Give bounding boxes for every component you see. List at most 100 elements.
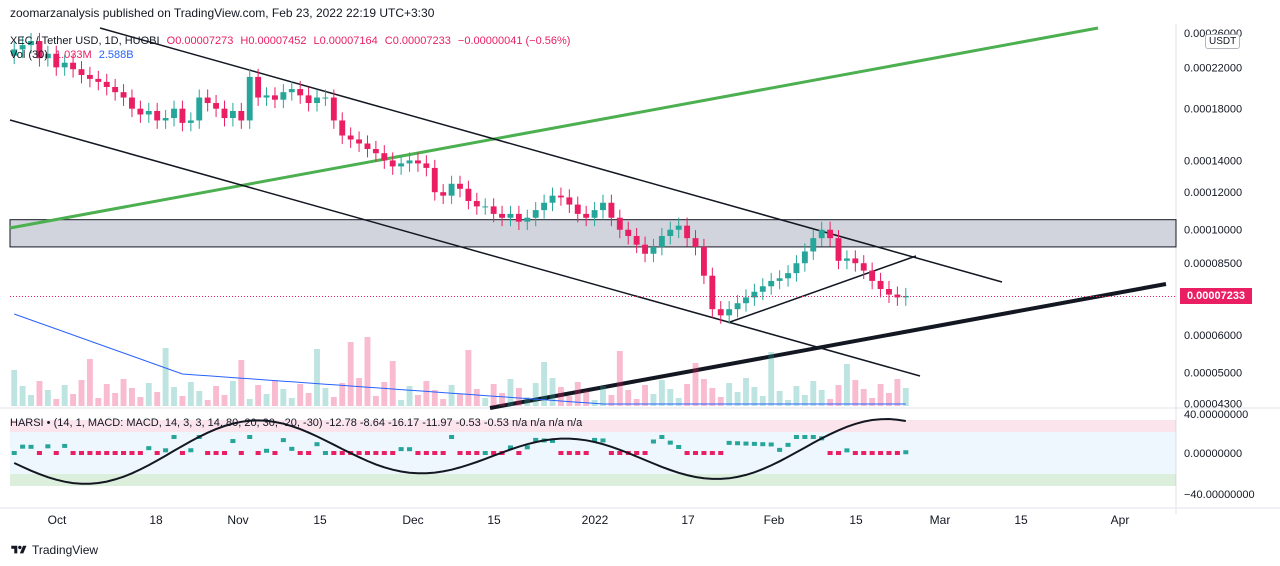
volume-bar [339,383,346,406]
volume-bar [642,385,648,406]
volume-bar [440,399,447,406]
harsi-candle [36,451,42,455]
candle-body [902,295,909,298]
candle-body [70,62,77,70]
candle-body [179,108,186,123]
candle-body [431,167,438,193]
harsi-candle [701,451,707,455]
candle-body [894,294,901,298]
candle-body [793,263,800,274]
publication-header: zoomarzanalysis published on TradingView… [10,6,435,20]
volume-bar [120,379,127,406]
harsi-candle [306,451,312,455]
volume-bar [810,381,817,406]
candle-body [734,303,741,310]
harsi-legend[interactable]: HARSI • (14, 1, MACD: MACD, 14, 3, 3, 14… [10,417,583,429]
volume-bar [692,363,699,406]
volume-ma-value: 2.588B [98,49,134,61]
harsi-candle [264,448,270,453]
harsi-candle [381,451,387,455]
harsi-candle [146,446,152,451]
candle-body [389,160,396,167]
harsi-candle [718,451,724,455]
harsi-candle [575,451,581,455]
volume-bar [827,399,834,406]
harsi-candle [894,451,900,455]
harsi-candle [129,451,135,455]
candle-body [726,309,733,316]
volume-bar [297,384,304,406]
volume-bar [608,395,615,406]
candle-body [238,110,245,121]
legend-change: −0.00000041 (−0.56%) [457,35,571,47]
harsi-candle [650,439,656,444]
volume-bar [415,395,421,406]
candle-body [171,108,177,119]
harsi-candle [213,451,219,455]
wedge-lower-line [729,255,917,323]
volume-bar [61,385,68,406]
volume-bar [768,352,775,406]
chart-frame[interactable]: 0.000260000.000220000.000180000.00014000… [0,24,1280,540]
candle-body [19,45,26,50]
harsi-candle [676,445,682,449]
harsi-candle [423,451,429,455]
candle-body [406,160,413,164]
volume-bar [196,391,203,406]
harsi-candle [474,451,480,455]
volume-bar [86,359,93,406]
candle-body [515,213,522,222]
harsi-candle [465,451,471,455]
volume-bar [330,397,337,406]
symbol-label[interactable]: XEC / Tether USD, 1D, HUOBI [10,35,160,47]
candle-body [229,110,236,119]
candle-body [658,236,665,247]
volume-bar [499,393,505,406]
harsi-candle [163,448,169,453]
harsi-candle [659,435,665,439]
candle-body [810,238,817,252]
candle-body [381,153,388,161]
harsi-candle [221,451,228,455]
volume-bar [263,394,270,406]
harsi-candle [255,451,261,455]
time-tick-label: Apr [1111,513,1130,527]
harsi-candle [440,451,446,455]
volume-bar [381,382,388,406]
volume-bar [129,388,135,406]
candle-body [364,143,371,149]
candle-body [860,263,867,271]
candle-body [709,275,716,310]
candle-body [246,76,253,121]
price-chart[interactable]: 0.000260000.000220000.000180000.00014000… [0,24,1280,540]
harsi-candle [878,451,884,455]
candle-body [288,89,295,93]
candle-body [112,86,119,93]
harsi-candle [415,451,421,455]
volume-bar [726,383,733,406]
volume-bar [482,398,489,406]
volume-bar [44,390,51,406]
candle-body [53,53,60,68]
harsi-candle [137,451,143,455]
candle-body [44,53,51,59]
candle-body [356,139,363,144]
harsi-candle [491,451,497,455]
currency-button[interactable]: USDT [1205,34,1241,49]
volume-bar [78,380,85,406]
zone-rect [9,219,1177,248]
candle-body [482,206,489,208]
volume-bar [70,394,77,406]
harsi-candle [533,437,539,442]
candle-body [524,217,531,222]
volume-bar [347,342,354,406]
volume-label[interactable]: Vol (30) [10,49,48,61]
channel-lower-line [9,119,921,377]
harsi-candle [869,451,875,455]
harsi-candle [364,451,370,455]
candle-body [272,95,278,100]
volume-bar [221,395,228,406]
harsi-candle [238,451,244,455]
volume-bar [19,386,26,406]
harsi-candle [583,451,589,455]
